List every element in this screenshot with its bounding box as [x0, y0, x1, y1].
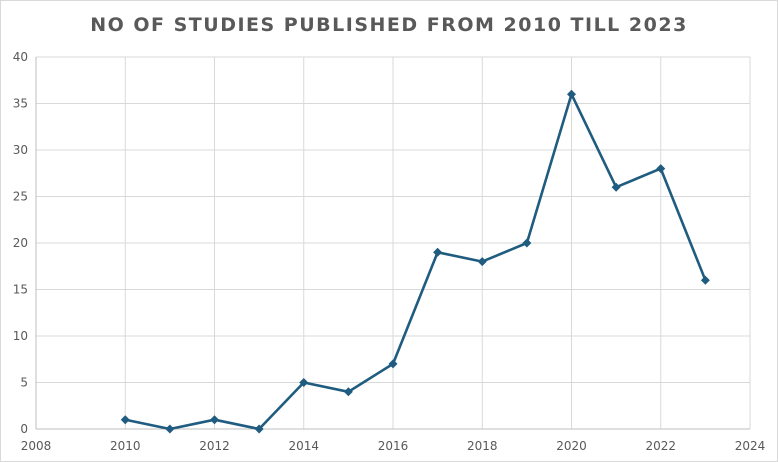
x-tick-label: 2020 [556, 439, 587, 453]
data-point-2019 [522, 238, 532, 248]
x-tick-label: 2014 [288, 439, 319, 453]
x-tick-label: 2008 [21, 439, 52, 453]
x-tick-label: 2018 [467, 439, 498, 453]
data-point-2010 [120, 415, 130, 425]
data-point-2020 [567, 89, 576, 99]
data-point-2017 [433, 247, 443, 257]
x-tick-label: 2012 [199, 439, 230, 453]
data-point-2018 [477, 257, 487, 267]
chart-title: NO OF STUDIES PUBLISHED FROM 2010 TILL 2… [90, 14, 688, 36]
y-tick-label: 5 [20, 376, 28, 390]
data-point-2022 [656, 164, 666, 174]
data-point-2011 [165, 424, 175, 434]
data-point-2023 [700, 275, 710, 285]
data-point-2014 [299, 378, 309, 387]
y-tick-label: 25 [13, 190, 28, 204]
y-tick-label: 10 [13, 329, 28, 343]
y-tick-label: 20 [13, 236, 28, 250]
y-tick-label: 0 [20, 422, 28, 436]
y-tick-label: 35 [13, 97, 28, 111]
gridlines [36, 56, 751, 429]
tick-labels: 0 5 10 15 20 25 30 35 40 2008 2010 2012 2014 2016 2018… [13, 50, 766, 453]
y-tick-label: 30 [13, 143, 28, 157]
series-line [123, 92, 707, 431]
data-point-2021 [611, 182, 621, 192]
x-tick-label: 2024 [735, 439, 766, 453]
series-layer [120, 89, 710, 434]
axes [35, 57, 750, 430]
data-point-2013 [254, 424, 264, 434]
data-point-2016 [388, 359, 398, 369]
y-tick-label: 15 [13, 283, 28, 297]
y-tick-label: 40 [13, 50, 28, 64]
x-tick-label: 2016 [378, 439, 409, 453]
data-point-2015 [343, 387, 353, 397]
x-tick-label: 2010 [110, 439, 141, 453]
x-tick-label: 2022 [645, 439, 676, 453]
data-point-2012 [210, 415, 219, 425]
